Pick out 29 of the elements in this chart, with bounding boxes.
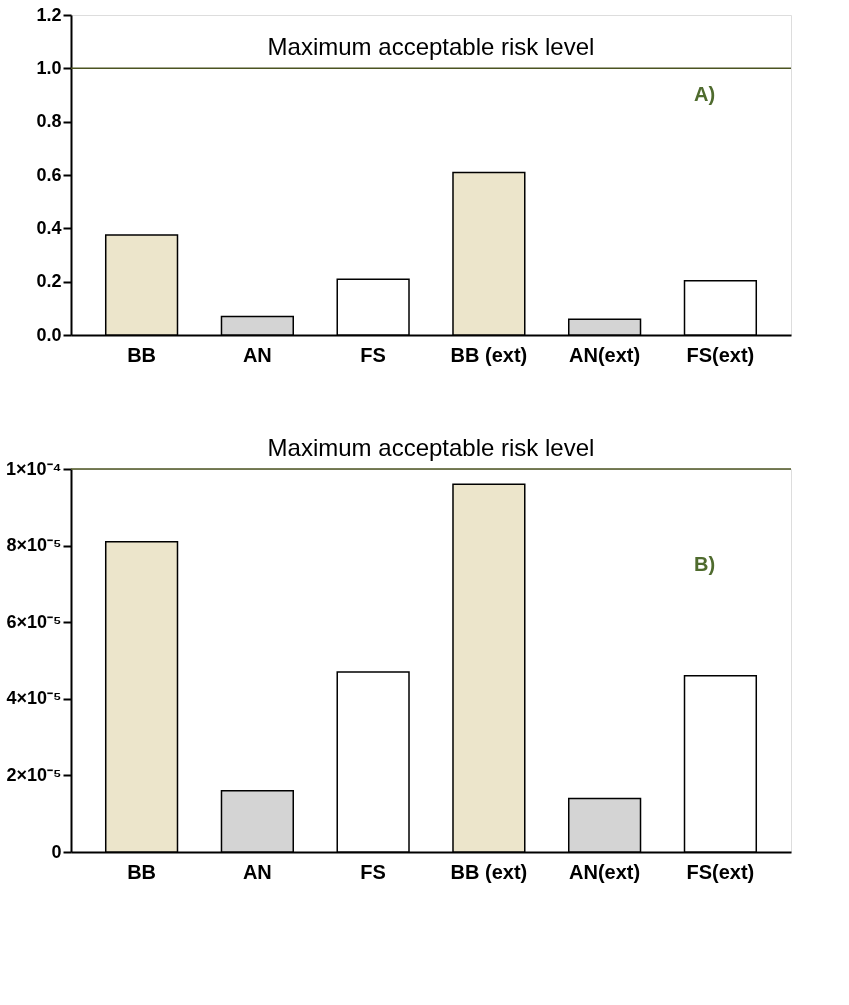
y-tick-label: 1×10⁻⁴: [6, 458, 62, 479]
annotation: A): [694, 83, 716, 105]
x-tick-label: AN(ext): [569, 343, 641, 366]
x-tick-label: AN: [242, 860, 272, 883]
y-tick-label: 0.4: [36, 217, 62, 238]
x-tick-label: AN: [242, 343, 272, 366]
ref-line-label: Maximum acceptable risk level: [267, 434, 595, 461]
x-tick-label: BB: [127, 343, 157, 366]
y-tick-label: 1.0: [36, 57, 62, 78]
x-tick-label: FS: [360, 343, 386, 366]
annotation: B): [694, 552, 716, 575]
x-tick-label: FS(ext): [686, 343, 755, 366]
y-tick-label: 4×10⁻⁵: [6, 688, 62, 709]
y-tick-label: 2×10⁻⁵: [6, 764, 62, 785]
y-tick-label: 1.2: [36, 4, 62, 25]
y-tick-label: 8×10⁻⁵: [6, 535, 62, 556]
y-tick-label: 0.6: [36, 164, 62, 185]
x-tick-label: BB (ext): [450, 343, 528, 366]
x-tick-label: BB: [127, 860, 157, 883]
y-tick-label: 0.8: [36, 111, 62, 132]
y-tick-label: 0.0: [36, 324, 62, 345]
y-tick-label: 0: [51, 841, 62, 862]
y-tick-label: 6×10⁻⁵: [6, 611, 62, 632]
x-tick-label: AN(ext): [569, 860, 641, 883]
y-tick-label: 0.2: [36, 271, 62, 292]
x-tick-label: BB (ext): [450, 860, 528, 883]
ref-line-label: Maximum acceptable risk level: [267, 33, 595, 61]
x-tick-label: FS: [360, 860, 386, 883]
x-tick-label: FS(ext): [686, 860, 755, 883]
